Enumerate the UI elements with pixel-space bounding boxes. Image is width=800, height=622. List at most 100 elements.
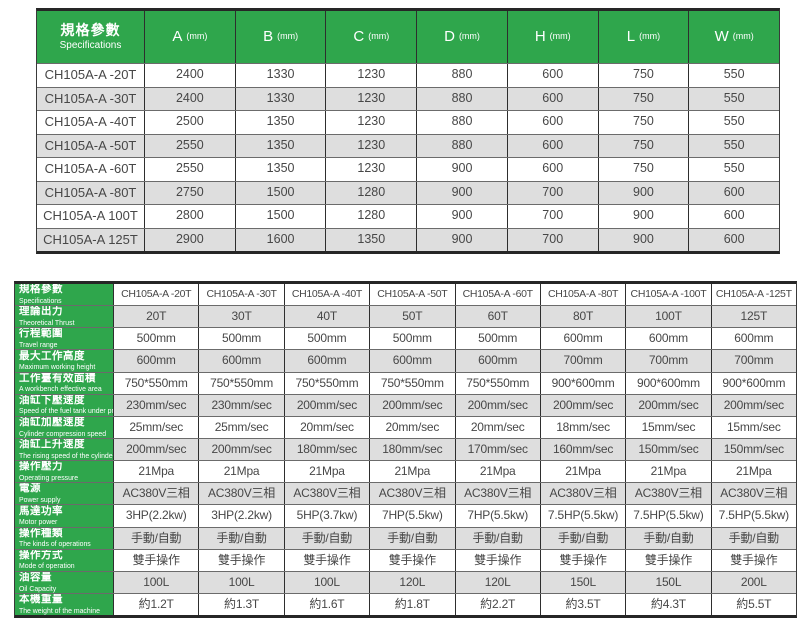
spec-value-cell: 21Mpa [539,461,625,483]
spec-label-en: The weight of the machine [19,605,100,615]
spec-value-cell: 約4.3T [625,593,710,616]
dimension-value-cell: 900 [597,181,689,204]
specs-table-row: 最大工作高度 Maximum working height 600mm 600mm 60… [15,349,796,372]
specifications-table: 規格參數 Specifications CH105A-A -20T CH105A-… [14,281,797,618]
dimension-value-cell: 880 [416,87,507,110]
dimension-letter: B [263,27,274,45]
spec-label-en: Cylinder compression speed [19,428,107,438]
dimension-value-cell: 700 [506,228,598,251]
spec-value-cell: 20T [113,306,198,328]
dimension-value-cell: 550 [688,111,779,134]
dimension-value-cell: 600 [506,111,598,134]
spec-value-cell: 約2.2T [454,593,540,616]
spec-value-cell: 手動/自動 [113,527,198,549]
spec-value-cell: 600mm [710,328,796,350]
spec-value-cell: 3HP(2.2kw) [198,505,283,527]
dimension-value-cell: 1230 [325,87,416,110]
spec-label-zh: 理論出力 [19,306,63,318]
dimensions-table-row: CH105A-A -20T 2400 1330 1230 880 600 750 550 [37,63,779,87]
spec-label-cell: 操作種類 The kinds of operations [15,527,113,549]
dimension-value-cell: 750 [597,111,689,134]
model-name-cell: CH105A-A -30T [44,90,137,106]
dimension-unit: (mm) [458,31,480,42]
spec-value-cell: 手動/自動 [198,527,283,549]
spec-value-cell: 180mm/sec [283,438,369,461]
dimension-letter: H [534,27,546,45]
specs-table-row: 工作臺有效面積 A workbench effective area 750*550… [15,371,796,394]
dimensions-table-row: CH105A-A 100T 2800 1500 1280 900 700 900 600 [37,204,779,228]
dimension-value-cell: 1330 [234,64,326,87]
spec-label-cell: 油容量 Oil Capacity [15,571,113,593]
dimension-value-cell: 1230 [325,158,416,181]
model-header-cell: CH105A-A -100T [625,284,710,306]
dimension-value-cell: 600 [688,228,779,251]
model-name-cell: CH105A-A 100T [43,208,138,224]
model-name-cell: CH105A-A -50T [44,137,137,153]
dimension-value-cell: 700 [506,181,598,204]
spec-value-cell: 200mm/sec [539,394,625,416]
spec-label-zh: 最大工作高度 [19,350,85,362]
dimension-value-cell: 2550 [144,134,235,157]
specs-table-row: 本機重量 The weight of the machine 約1.2T 約1.3T 約… [15,592,796,616]
spec-value-cell: 7.5HP(5.5kw) [625,505,710,527]
dimension-value-cell: 600 [506,87,598,110]
spec-value-cell: 60T [454,306,540,328]
spec-label-zh: 本機重量 [19,593,63,606]
spec-value-cell: AC380V三相 [369,483,454,505]
model-name-cell: CH105A-A -80T [44,184,137,200]
spec-value-cell: 100L [283,571,369,593]
spec-label-zh: 電源 [19,483,41,495]
spec-label-cell: 理論出力 Theoretical Thrust [15,306,113,328]
dimension-value-cell: 1280 [325,181,416,204]
spec-value-cell: 21Mpa [198,461,283,483]
dimension-value-cell: 1330 [234,87,326,110]
spec-value-cell: 手動/自動 [283,527,369,549]
dimension-value-cell: 900 [416,205,507,228]
model-header-cell: CH105A-A -60T [454,284,540,306]
corner-title-en: Specifications [19,295,62,305]
dimensions-table-row: CH105A-A -60T 2550 1350 1230 900 600 750 550 [37,157,779,181]
spec-value-cell: 80T [539,306,625,328]
spec-value-cell: 3HP(2.2kw) [113,505,198,527]
spec-value-cell: 120L [454,571,540,593]
spec-label-zh: 油缸上升速度 [19,438,85,451]
spec-value-cell: 150L [625,571,710,593]
dimension-value-cell: 600 [506,134,598,157]
spec-value-cell: 150mm/sec [710,438,796,461]
spec-value-cell: 21Mpa [283,461,369,483]
spec-label-cell: 工作臺有效面積 A workbench effective area [15,372,113,394]
dimensions-table-row: CH105A-A -40T 2500 1350 1230 880 600 750 550 [37,110,779,134]
dimension-value-cell: 2400 [144,64,235,87]
model-name-cell: CH105A-A -40T [44,114,137,130]
spec-value-cell: 雙手操作 [283,549,369,571]
spec-label-cell: 行程範圍 Travel range [15,328,113,350]
dimension-value-cell: 750 [597,134,689,157]
spec-value-cell: 700mm [625,350,710,372]
spec-label-zh: 油缸下壓速度 [19,394,85,406]
dimension-value-cell: 1280 [325,205,416,228]
dimension-value-cell: 2500 [144,111,235,134]
spec-value-cell: 雙手操作 [454,549,540,571]
model-name-cell: CH105A-A -60T [44,161,137,177]
spec-value-cell: 500mm [454,328,540,350]
dimension-column-header: H (mm) [506,11,598,63]
spec-label-zh: 操作壓力 [19,461,63,473]
spec-label-cell: 最大工作高度 Maximum working height [15,350,113,372]
spec-value-cell: 手動/自動 [369,527,454,549]
spec-value-cell: 25mm/sec [113,416,198,438]
dimension-column-header: W (mm) [688,11,780,63]
dimension-value-cell: 700 [506,205,598,228]
spec-value-cell: 100L [198,571,283,593]
spec-value-cell: AC380V三相 [710,483,796,505]
spec-value-cell: 雙手操作 [539,549,625,571]
spec-value-cell: 約1.2T [113,593,198,616]
model-header-cell: CH105A-A -40T [283,284,369,306]
spec-value-cell: 600mm [198,350,283,372]
spec-value-cell: 900*600mm [710,372,796,394]
dimension-value-cell: 600 [688,205,779,228]
dimension-letter: D [444,27,455,45]
dimension-value-cell: 900 [416,228,507,251]
spec-value-cell: 手動/自動 [625,527,710,549]
spec-value-cell: 200mm/sec [710,394,796,416]
